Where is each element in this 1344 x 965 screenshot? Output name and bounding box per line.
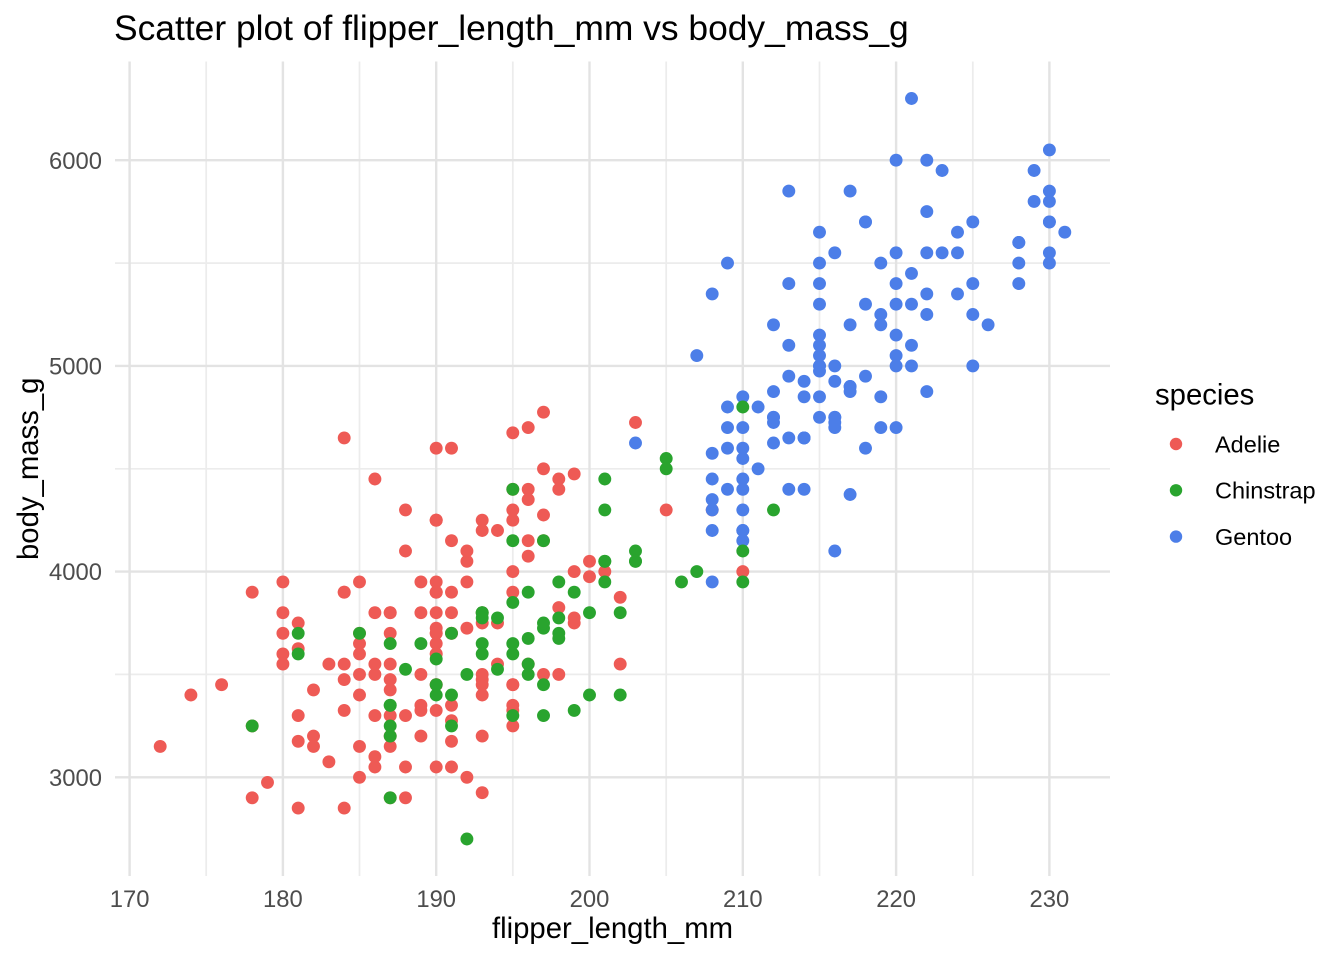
svg-text:180: 180 [263,886,303,913]
svg-text:4000: 4000 [49,559,102,586]
svg-text:210: 210 [723,886,763,913]
svg-text:Scatter plot of flipper_length: Scatter plot of flipper_length_mm vs bod… [114,8,909,48]
svg-text:Chinstrap: Chinstrap [1215,478,1316,504]
svg-text:220: 220 [876,886,916,913]
svg-text:200: 200 [570,886,610,913]
svg-text:Gentoo: Gentoo [1215,524,1292,550]
svg-text:flipper_length_mm: flipper_length_mm [492,912,733,945]
svg-text:170: 170 [110,886,150,913]
svg-text:190: 190 [416,886,456,913]
svg-text:body_mass_g: body_mass_g [12,378,45,560]
svg-text:6000: 6000 [49,148,102,175]
svg-text:5000: 5000 [49,354,102,381]
svg-text:3000: 3000 [49,765,102,792]
svg-text:230: 230 [1030,886,1070,913]
svg-text:Adelie: Adelie [1215,431,1280,457]
svg-text:species: species [1155,379,1254,412]
